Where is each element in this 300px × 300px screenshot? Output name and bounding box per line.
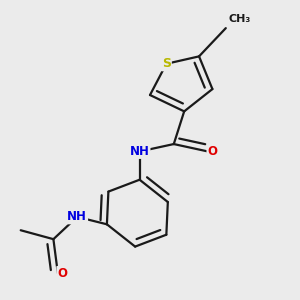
Text: NH: NH: [130, 145, 149, 158]
Text: O: O: [207, 145, 218, 158]
Text: NH: NH: [67, 210, 87, 224]
Text: S: S: [162, 57, 171, 70]
Text: O: O: [57, 267, 67, 280]
Text: CH₃: CH₃: [229, 14, 251, 24]
